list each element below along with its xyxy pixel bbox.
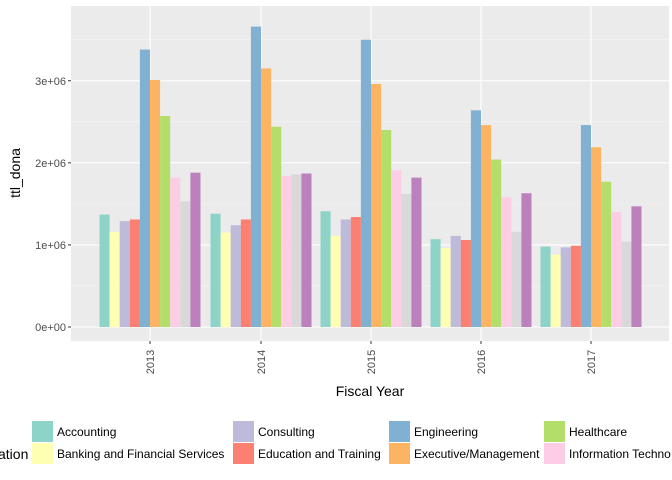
- bar-2016-education-and-training: [460, 239, 471, 327]
- bar-2017-accounting: [540, 246, 551, 327]
- bar-2015-series-9: [411, 177, 422, 327]
- bar-2017-series-8: [621, 241, 632, 327]
- bar-2017-executive-management: [591, 147, 602, 327]
- bar-2017-engineering: [580, 125, 591, 327]
- y-axis: 0e+00 1e+06 2e+06 3e+06: [35, 76, 71, 334]
- bar-2014-accounting: [210, 213, 221, 327]
- bar-2017-education-and-training: [570, 245, 581, 327]
- x-tick-label: 2013: [145, 350, 157, 374]
- legend-swatch: [233, 443, 254, 464]
- bar-2016-engineering: [470, 110, 481, 327]
- bar-2016-healthcare: [491, 159, 502, 327]
- x-axis: 2013 2014 2015 2016 2017: [145, 341, 598, 374]
- bar-2013-healthcare: [160, 116, 171, 327]
- legend-swatch: [544, 421, 565, 442]
- legend-swatch: [233, 421, 254, 442]
- bar-2013-executive-management: [150, 79, 161, 327]
- legend-label: Consulting: [258, 425, 315, 439]
- legend-label: Education and Training: [258, 447, 381, 461]
- bar-2015-consulting: [340, 219, 351, 327]
- legend-title: ation: [0, 446, 28, 462]
- bar-2015-education-and-training: [350, 217, 361, 327]
- y-axis-title: ttl_dona: [7, 148, 23, 198]
- bar-2013-education-and-training: [129, 219, 140, 327]
- y-tick-label: 0e+00: [35, 322, 66, 334]
- legend-label: Healthcare: [569, 425, 627, 439]
- bar-2015-healthcare: [381, 130, 392, 327]
- bar-2014-information-technology: [281, 175, 292, 327]
- bar-2015-banking-and-financial-services: [330, 235, 341, 327]
- bar-2014-executive-management: [261, 68, 272, 328]
- legend-label: Banking and Financial Services: [57, 447, 224, 461]
- y-tick-label: 2e+06: [35, 158, 66, 170]
- legend-label: Executive/Management: [414, 447, 540, 461]
- bar-2013-banking-and-financial-services: [109, 231, 120, 327]
- legend-label: Accounting: [57, 425, 116, 439]
- x-tick-label: 2016: [476, 350, 488, 374]
- bars: [99, 26, 642, 328]
- bar-2016-information-technology: [501, 197, 512, 327]
- bar-2017-banking-and-financial-services: [550, 254, 561, 327]
- bar-2017-series-9: [631, 206, 642, 327]
- y-tick-label: 3e+06: [35, 76, 66, 88]
- bar-2013-series-8: [180, 201, 191, 327]
- legend-swatch: [389, 421, 410, 442]
- y-tick-label: 1e+06: [35, 240, 66, 252]
- bar-2015-engineering: [360, 39, 371, 328]
- bar-2016-executive-management: [481, 125, 492, 327]
- bar-2013-consulting: [119, 221, 130, 327]
- bar-2017-information-technology: [611, 212, 622, 327]
- bar-2013-series-9: [190, 172, 201, 327]
- bar-2014-healthcare: [271, 126, 282, 327]
- legend-swatch: [389, 443, 410, 464]
- bar-2016-series-9: [521, 193, 532, 327]
- legend: Accounting Banking and Financial Services…: [32, 421, 671, 464]
- legend-swatch: [32, 421, 53, 442]
- bar-2014-consulting: [230, 225, 241, 327]
- x-tick-label: 2014: [256, 350, 268, 374]
- bar-2014-banking-and-financial-services: [220, 232, 231, 327]
- bar-2014-engineering: [250, 26, 261, 327]
- bar-2014-education-and-training: [240, 219, 251, 327]
- legend-swatch: [544, 443, 565, 464]
- bar-2016-banking-and-financial-services: [440, 248, 451, 327]
- x-tick-label: 2017: [586, 350, 598, 374]
- legend-label: Information Techno: [569, 447, 671, 461]
- legend-swatch: [32, 443, 53, 464]
- x-axis-title: Fiscal Year: [336, 383, 405, 399]
- legend-label: Engineering: [414, 425, 478, 439]
- bar-2017-consulting: [560, 247, 571, 327]
- bar-2016-accounting: [430, 239, 441, 327]
- bar-2015-accounting: [320, 211, 331, 327]
- bar-2016-consulting: [450, 235, 461, 327]
- bar-2014-series-9: [301, 173, 312, 327]
- bar-2013-accounting: [99, 214, 110, 327]
- x-tick-label: 2015: [366, 350, 378, 374]
- bar-2015-series-8: [401, 194, 412, 327]
- bar-2015-executive-management: [371, 84, 382, 327]
- bar-2013-information-technology: [170, 177, 181, 327]
- bar-2015-information-technology: [391, 170, 402, 327]
- bar-2013-engineering: [139, 49, 150, 327]
- bar-2014-series-8: [291, 174, 302, 327]
- bar-2017-healthcare: [601, 181, 612, 327]
- bar-2016-series-8: [511, 231, 522, 327]
